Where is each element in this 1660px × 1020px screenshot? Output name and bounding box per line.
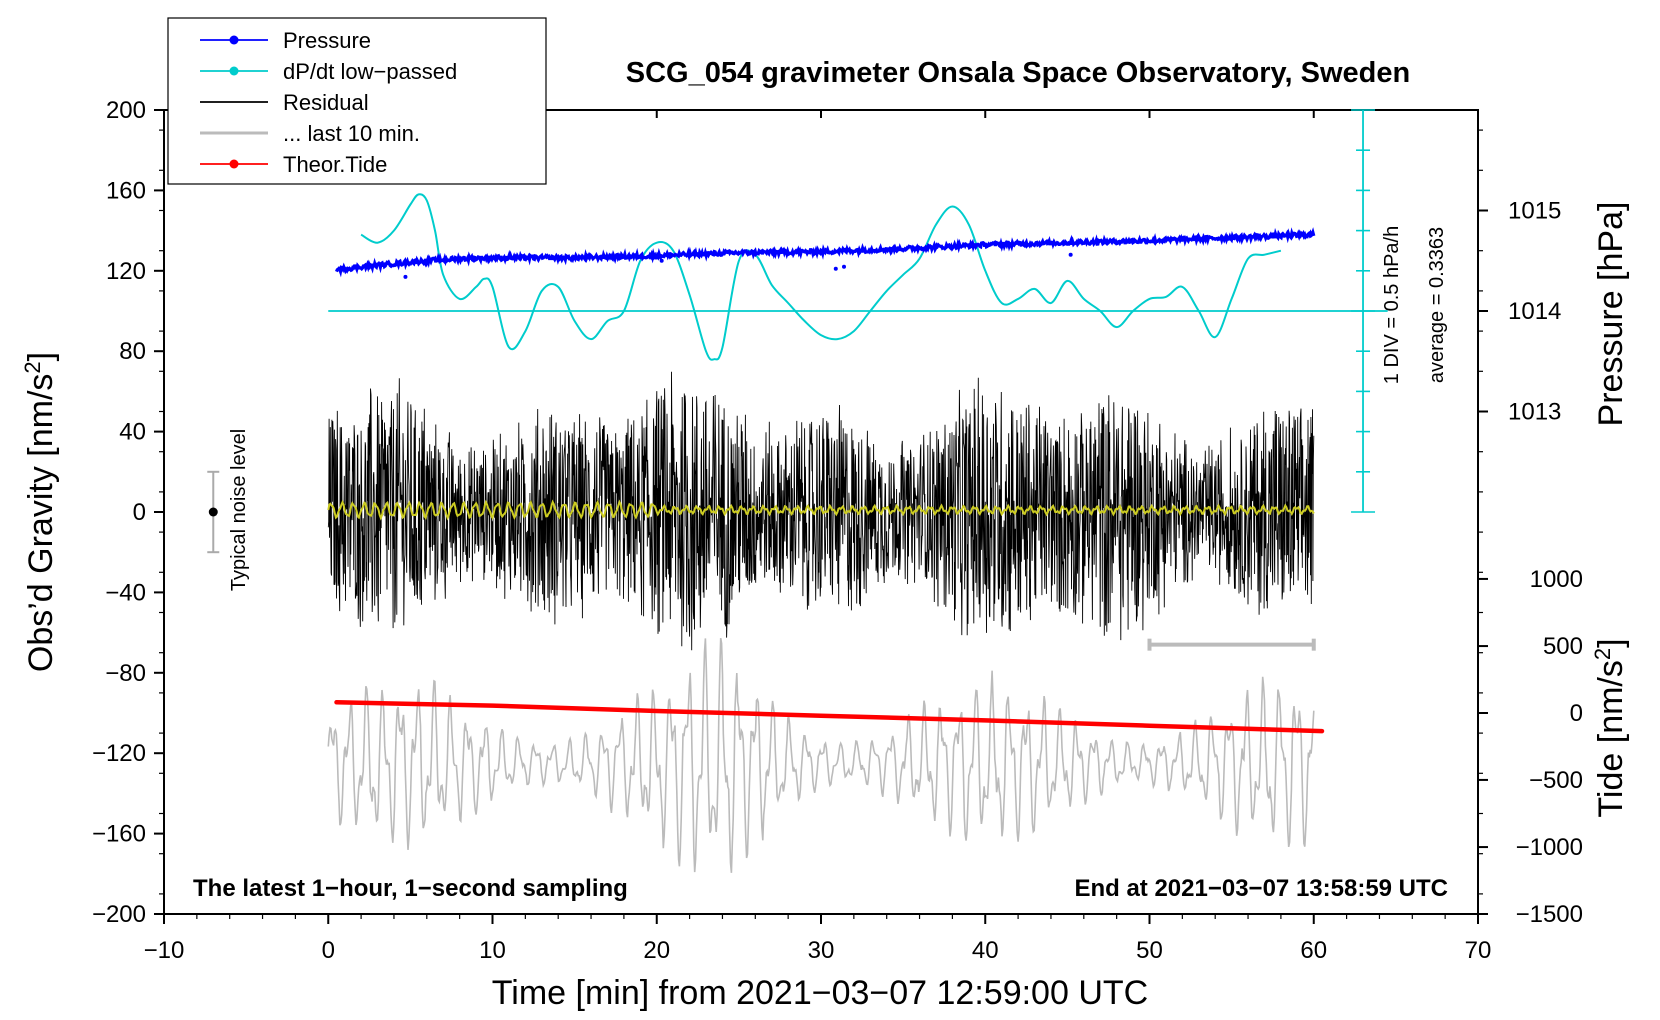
residual-lowpass-trace	[327, 499, 1315, 521]
end-time-annotation: End at 2021−03−07 13:58:59 UTC	[1074, 875, 1448, 902]
pressure-trace	[335, 227, 1316, 278]
pressure-outlier	[1068, 252, 1073, 257]
tide-tick-label: 500	[1543, 633, 1583, 660]
series-layer	[327, 193, 1325, 873]
tide-axis-title: Tide [nm/s2]	[1590, 638, 1631, 817]
dpdt-scale-label: 1 DIV = 0.5 hPa/h	[1381, 226, 1403, 384]
pressure-outlier	[841, 264, 846, 269]
x-tick-label: 70	[1465, 937, 1492, 964]
axes: −10 0 10 20 30 40 50 60 70 200 160 120 80 40 0 −40 −80 −1…	[92, 97, 1583, 964]
y-axis-title-sup: 2	[20, 361, 45, 373]
legend-label: ... last 10 min.	[283, 121, 420, 146]
tide-tick-label: 0	[1570, 700, 1583, 727]
residual-trace	[327, 371, 1315, 651]
y-tick-label: 0	[133, 499, 146, 526]
noise-bar-center	[208, 507, 218, 517]
tide-axis-title-prefix: Tide [nm/s	[1592, 660, 1630, 817]
legend-marker	[229, 35, 239, 45]
pressure-outlier	[833, 266, 838, 271]
x-tick-label: 10	[479, 937, 506, 964]
legend-marker	[229, 159, 239, 169]
tide-tick-label: −500	[1529, 767, 1583, 794]
legend-marker	[229, 66, 239, 76]
legend-label: dP/dt low−passed	[283, 59, 457, 84]
y-tick-label: −200	[92, 901, 146, 928]
tide-axis-title-sup: 2	[1590, 648, 1615, 660]
noise-level-label: Typical noise level	[228, 429, 250, 591]
x-axis-title: Time [min] from 2021−03−07 12:59:00 UTC	[492, 974, 1148, 1012]
theoretical-tide-trace	[334, 700, 1325, 734]
y-tick-label: −160	[92, 821, 146, 848]
legend: Pressure dP/dt low−passed Residual ... last…	[167, 17, 547, 185]
dpdt-average-label: average = 0.3363	[1426, 227, 1448, 383]
legend-label: Theor.Tide	[283, 152, 387, 177]
decorations	[207, 109, 1388, 651]
x-tick-label: 60	[1300, 937, 1327, 964]
legend-label: Residual	[283, 90, 369, 115]
tide-axis-title-suffix: ]	[1592, 638, 1630, 647]
chart-title: SCG_054 gravimeter Onsala Space Observat…	[626, 57, 1410, 89]
x-tick-label: 40	[972, 937, 999, 964]
pressure-axis-title: Pressure [hPa]	[1592, 202, 1630, 427]
y-axis-title: Obs’d Gravity [nm/s2]	[20, 352, 61, 672]
legend-label: Pressure	[283, 28, 371, 53]
last10-trace	[327, 637, 1315, 873]
x-tick-label: 50	[1136, 937, 1163, 964]
pressure-tick-label: 1013	[1508, 399, 1561, 426]
x-tick-label: 30	[808, 937, 835, 964]
pressure-outlier	[403, 274, 408, 279]
y-tick-label: −40	[105, 579, 146, 606]
y-tick-label: 80	[119, 338, 146, 365]
y-tick-label: −80	[105, 660, 146, 687]
x-tick-label: 0	[322, 937, 335, 964]
y-tick-label: 160	[106, 177, 146, 204]
legend-box	[167, 17, 547, 185]
x-tick-label: −10	[144, 937, 185, 964]
y-tick-label: 200	[106, 97, 146, 124]
y-tick-label: 120	[106, 258, 146, 285]
x-tick-label: 20	[643, 937, 670, 964]
y-tick-label: −120	[92, 740, 146, 767]
dpdt-trace	[360, 193, 1282, 361]
pressure-outlier	[659, 258, 664, 263]
pressure-tick-label: 1014	[1508, 298, 1561, 325]
tide-tick-label: −1000	[1516, 834, 1583, 861]
pressure-tick-label: 1015	[1508, 198, 1561, 225]
tide-tick-label: −1500	[1516, 901, 1583, 928]
y-tick-label: 40	[119, 419, 146, 446]
tide-tick-label: 1000	[1530, 566, 1583, 593]
y-axis-title-prefix: Obs’d Gravity [nm/s	[22, 374, 60, 673]
y-axis-title-suffix: ]	[22, 352, 60, 361]
sampling-annotation: The latest 1−hour, 1−second sampling	[193, 875, 628, 902]
